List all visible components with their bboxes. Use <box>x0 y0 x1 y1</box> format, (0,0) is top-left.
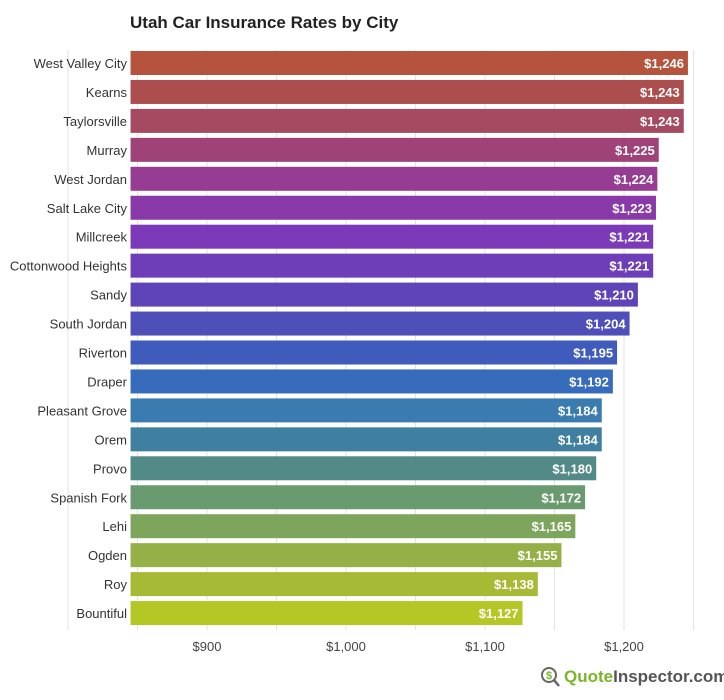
category-label: Cottonwood Heights <box>10 259 128 274</box>
logo-part1: Quote <box>564 667 614 686</box>
bar <box>130 601 523 626</box>
data-label: $1,195 <box>573 346 613 361</box>
category-label: Draper <box>87 374 127 389</box>
category-label: Salt Lake City <box>47 201 128 216</box>
bar <box>130 108 684 133</box>
bar <box>130 340 618 365</box>
category-label: Murray <box>87 143 128 158</box>
bar <box>130 282 638 307</box>
bar <box>130 311 630 336</box>
bar <box>130 253 654 278</box>
category-label: Roy <box>104 577 128 592</box>
data-label: $1,155 <box>518 548 558 563</box>
category-label: Spanish Fork <box>50 490 127 505</box>
data-label: $1,127 <box>479 606 519 621</box>
data-label: $1,223 <box>612 201 652 216</box>
bar <box>130 514 576 539</box>
data-label: $1,225 <box>615 143 655 158</box>
data-label: $1,224 <box>614 172 655 187</box>
category-label: Ogden <box>88 548 127 563</box>
chart-title: Utah Car Insurance Rates by City <box>130 13 399 32</box>
quoteinspector-logo: $ QuoteInspector.com <box>540 666 724 688</box>
bar <box>130 79 684 104</box>
bar <box>130 572 538 597</box>
data-label: $1,221 <box>609 230 649 245</box>
data-label: $1,246 <box>644 56 684 71</box>
data-label: $1,243 <box>640 114 680 129</box>
bar <box>130 224 654 249</box>
category-label: Taylorsville <box>63 114 127 129</box>
logo-part2: Inspector.com <box>613 667 724 686</box>
bar <box>130 137 659 162</box>
data-label: $1,204 <box>586 317 627 332</box>
category-label: Kearns <box>86 85 128 100</box>
data-label: $1,192 <box>569 374 609 389</box>
data-label: $1,184 <box>558 403 599 418</box>
data-label: $1,184 <box>558 432 599 447</box>
category-label: Lehi <box>102 519 127 534</box>
category-label: Bountiful <box>76 606 127 621</box>
x-tick-label: $1,000 <box>326 639 366 654</box>
x-tick-label: $900 <box>193 639 222 654</box>
x-tick-label: $1,200 <box>604 639 644 654</box>
category-label: Pleasant Grove <box>37 403 127 418</box>
bar <box>130 166 658 191</box>
data-label: $1,210 <box>594 288 634 303</box>
bar <box>130 456 597 481</box>
category-label: West Valley City <box>34 56 128 71</box>
bar <box>130 485 586 510</box>
bar <box>130 195 656 220</box>
category-label: Orem <box>95 432 128 447</box>
category-label: West Jordan <box>54 172 127 187</box>
data-label: $1,138 <box>494 577 534 592</box>
data-label: $1,172 <box>541 490 581 505</box>
category-label: South Jordan <box>50 317 127 332</box>
data-label: $1,221 <box>609 259 649 274</box>
dollar-magnifier-icon: $ <box>541 667 560 687</box>
bar <box>130 369 613 394</box>
category-label: Sandy <box>90 288 127 303</box>
bar <box>130 543 562 568</box>
category-label: Riverton <box>79 346 127 361</box>
category-label: Provo <box>93 461 127 476</box>
svg-text:$: $ <box>546 670 552 682</box>
x-tick-label: $1,100 <box>465 639 505 654</box>
category-label: Millcreek <box>76 230 128 245</box>
data-label: $1,180 <box>552 461 592 476</box>
bar <box>130 427 602 452</box>
data-label: $1,165 <box>532 519 572 534</box>
bar <box>130 398 602 423</box>
bar <box>130 51 688 75</box>
data-label: $1,243 <box>640 85 680 100</box>
